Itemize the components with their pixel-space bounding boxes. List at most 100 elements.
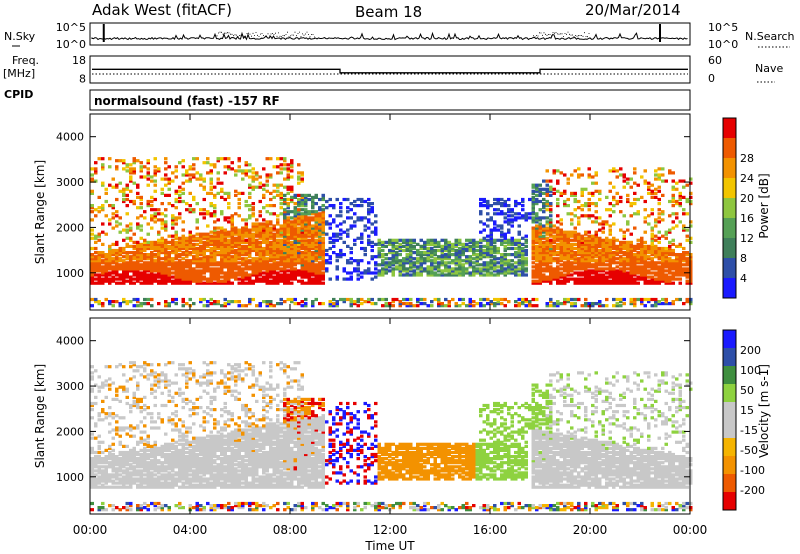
power-cell [510, 240, 514, 244]
power-cell [370, 248, 374, 253]
power-cell [353, 220, 357, 224]
power-cell [248, 281, 252, 285]
power-cell [262, 230, 266, 234]
power-cell [559, 234, 563, 238]
power-cell [482, 265, 486, 269]
power-cell [178, 263, 182, 267]
power-cell [318, 218, 322, 222]
power-cell [563, 248, 567, 253]
power-cell [626, 228, 630, 232]
power-cell [321, 238, 325, 242]
power-cell [503, 199, 507, 204]
velocity-cell [94, 459, 98, 463]
power-cell [531, 204, 535, 208]
power-cell [300, 242, 304, 246]
power-cell [143, 175, 147, 179]
power-cell [601, 238, 605, 242]
power-cell [262, 222, 266, 226]
power-cell [573, 265, 577, 269]
power-cell [647, 251, 651, 255]
velocity-cell [129, 452, 133, 457]
power-cell [507, 267, 511, 271]
power-cell [542, 234, 546, 238]
power-cell [633, 197, 637, 202]
power-cell [192, 236, 196, 240]
power-cell [657, 173, 661, 177]
power-cell [304, 297, 308, 302]
power-cell [381, 242, 385, 246]
power-cell [538, 218, 542, 222]
power-cell [90, 189, 94, 193]
power-cell [573, 214, 577, 218]
power-cell [297, 208, 301, 212]
power-cell [227, 263, 231, 267]
power-cell [195, 238, 199, 242]
power-cell [276, 214, 280, 218]
power-cell [556, 257, 560, 261]
power-cell [440, 257, 444, 261]
power-cell [237, 277, 241, 281]
power-cell [286, 232, 290, 236]
power-cell [251, 179, 255, 183]
power-cell [503, 257, 507, 261]
power-cell [440, 271, 444, 275]
power-cell [139, 214, 143, 218]
power-cell [272, 259, 276, 263]
velocity-cell [122, 469, 126, 473]
power-cell [293, 224, 297, 228]
power-cell [545, 275, 549, 279]
power-cell [622, 275, 626, 279]
power-cell [199, 251, 203, 255]
power-cell [269, 255, 273, 259]
velocity-cell [129, 471, 133, 475]
velocity-cell [122, 463, 126, 467]
power-cell [605, 246, 609, 251]
power-cell [682, 253, 686, 257]
power-cell [157, 271, 161, 275]
power-cell [279, 257, 283, 261]
power-cell [251, 246, 255, 251]
power-cell [90, 265, 94, 269]
velocity-cell [125, 506, 129, 510]
power-cell [139, 277, 143, 281]
power-cell [458, 271, 462, 275]
power-cell [234, 232, 238, 236]
power-cell [206, 259, 210, 263]
power-cell [671, 238, 675, 242]
power-cell [139, 224, 143, 228]
noise-right-tick-label: 10^5 [708, 21, 738, 34]
power-cell [531, 273, 535, 277]
power-cell [199, 271, 203, 275]
power-cell [461, 302, 465, 306]
power-cell [608, 271, 612, 275]
power-cell [216, 261, 220, 265]
power-cell [223, 259, 227, 263]
power-cell [248, 248, 252, 253]
power-cell [286, 169, 290, 173]
power-cell [573, 259, 577, 263]
power-cell [559, 171, 563, 175]
power-cell [629, 275, 633, 279]
power-cell [293, 222, 297, 226]
power-cell [685, 269, 689, 273]
power-cell [629, 300, 633, 304]
power-cell [671, 193, 675, 197]
power-cell [689, 277, 693, 281]
power-cell [244, 248, 248, 253]
power-cell [174, 242, 178, 246]
power-cell [157, 257, 161, 261]
power-cell [318, 263, 322, 267]
power-cell [384, 240, 388, 244]
power-cell [622, 297, 626, 302]
velocity-cell [94, 483, 98, 487]
power-cell [181, 273, 185, 277]
power-cell [647, 281, 651, 285]
power-cell [601, 246, 605, 251]
power-cell [531, 281, 535, 285]
power-cell [636, 210, 640, 214]
power-cell [185, 275, 189, 279]
power-cell [587, 265, 591, 269]
power-cell [570, 257, 574, 261]
power-cell [587, 244, 591, 248]
power-cell [545, 251, 549, 255]
